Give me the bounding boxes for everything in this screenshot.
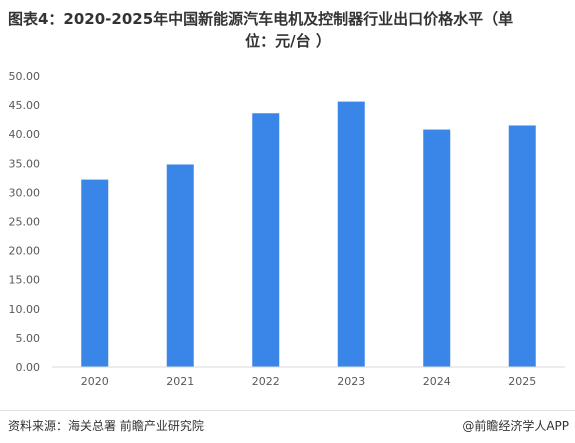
y-tick-label: 35.00 (9, 157, 41, 170)
x-tick-label: 2022 (252, 375, 280, 388)
y-tick-label: 5.00 (16, 332, 41, 345)
x-tick-label: 2024 (423, 375, 451, 388)
chart-title: 图表4：2020-2025年中国新能源汽车电机及控制器行业出口价格水平（单 位：… (8, 8, 568, 52)
x-tick-label: 2021 (166, 375, 194, 388)
y-tick-label: 50.00 (9, 70, 41, 83)
bar-2020 (81, 179, 109, 367)
y-tick-label: 25.00 (9, 216, 41, 229)
chart-title-line2: 位：元/台 ） (245, 32, 331, 50)
y-tick-label: 30.00 (9, 186, 41, 199)
bar-2024 (423, 129, 451, 367)
bars (81, 101, 536, 367)
bar-chart: 0.00 5.00 10.00 15.00 20.00 25.00 30.00 35.00 40… (9, 70, 565, 388)
x-tick-label: 2020 (81, 375, 109, 388)
x-axis: 2020 2021 2022 2023 2024 2025 (52, 366, 565, 388)
y-tick-label: 0.00 (16, 361, 41, 374)
x-tick-label: 2025 (508, 375, 536, 388)
x-tick-label: 2023 (337, 375, 365, 388)
y-tick-label: 20.00 (9, 245, 41, 258)
y-tick-label: 40.00 (9, 128, 41, 141)
brand-credit: @前瞻经济学人APP (462, 419, 569, 433)
y-tick-label: 15.00 (9, 274, 41, 287)
y-tick-label: 45.00 (9, 99, 41, 112)
footer: 资料来源：海关总署 前瞻产业研究院 @前瞻经济学人APP (0, 410, 575, 435)
bar-2023 (337, 101, 365, 367)
bar-2022 (252, 113, 280, 367)
y-tick-label: 10.00 (9, 303, 41, 316)
source-note: 资料来源：海关总署 前瞻产业研究院 (8, 419, 204, 433)
y-axis: 0.00 5.00 10.00 15.00 20.00 25.00 30.00 35.00 40… (9, 70, 41, 374)
chart-title-line1: 图表4：2020-2025年中国新能源汽车电机及控制器行业出口价格水平（单 (8, 10, 514, 28)
bar-2021 (166, 164, 194, 367)
bar-2025 (508, 125, 536, 367)
